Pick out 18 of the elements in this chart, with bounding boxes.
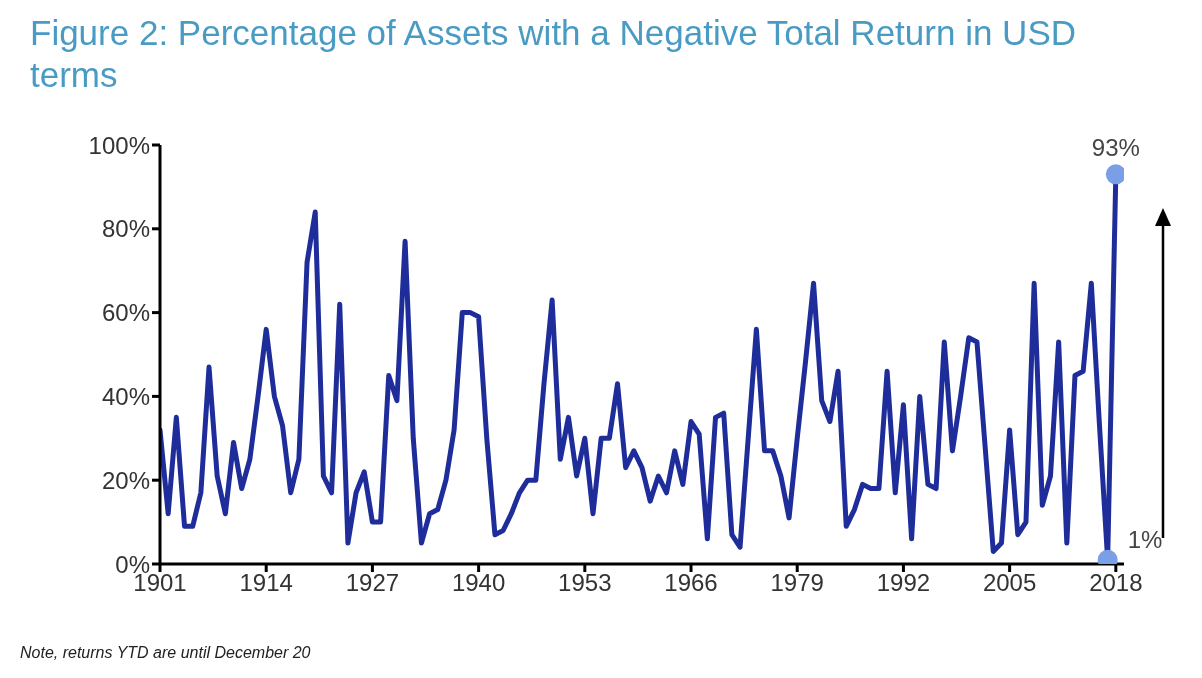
x-tick-label: 1992 (876, 569, 931, 597)
x-tick-label: 1979 (770, 569, 824, 597)
x-tick-label: 1914 (239, 569, 293, 597)
x-tick-label: 2005 (982, 569, 1037, 597)
x-tick-label: 1953 (558, 569, 612, 597)
x-tick-label: 2018 (1089, 569, 1143, 597)
data-label: 1% (1127, 525, 1163, 553)
y-tick-label: 60% (101, 299, 150, 327)
y-tick-label: 40% (101, 382, 150, 410)
y-tick-label: 20% (101, 466, 150, 494)
x-tick-label: 1927 (345, 569, 400, 597)
y-tick-label: 100% (88, 131, 150, 159)
text: Note, returns YTD are until December 20 (20, 644, 311, 662)
data-label: 93% (1091, 134, 1140, 162)
y-tick-label: 80% (101, 215, 150, 243)
x-tick-label: 1966 (664, 569, 718, 597)
x-tick-label: 1940 (451, 569, 506, 597)
chart-title: Figure 2: Percentage of Assets with a Negative Total Return in USD terms (30, 12, 1077, 96)
